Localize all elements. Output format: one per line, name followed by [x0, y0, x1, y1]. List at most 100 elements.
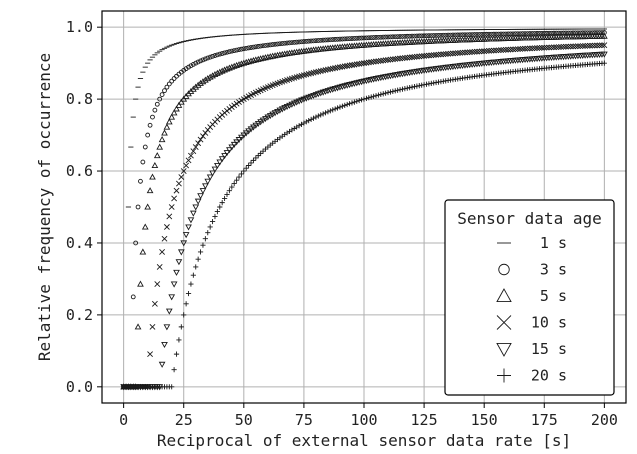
data-point — [354, 35, 360, 41]
data-point — [219, 51, 225, 56]
data-point — [601, 42, 608, 49]
data-point — [375, 92, 382, 98]
data-point — [194, 81, 202, 88]
data-point — [572, 43, 579, 50]
y-tick-label: 0.0 — [66, 378, 93, 396]
data-point — [394, 55, 401, 62]
data-point — [251, 44, 256, 50]
data-point — [488, 47, 495, 54]
x-tick-label: 200 — [591, 411, 618, 429]
data-point — [407, 85, 413, 91]
data-point — [217, 51, 223, 57]
legend-label: 20 s — [531, 367, 567, 385]
data-point — [517, 46, 524, 52]
data-point — [395, 87, 401, 93]
data-point — [346, 62, 353, 69]
data-point — [222, 50, 227, 56]
data-point — [224, 49, 230, 55]
data-point — [193, 60, 199, 66]
data-point — [399, 55, 406, 62]
data-point — [259, 117, 267, 124]
data-point — [337, 36, 343, 42]
legend-label: 5 s — [540, 287, 567, 305]
data-point — [192, 144, 199, 150]
data-point — [349, 36, 355, 41]
data-point — [135, 204, 141, 210]
data-point — [318, 112, 324, 118]
data-point — [156, 264, 163, 270]
data-point — [371, 35, 377, 40]
data-point — [156, 143, 164, 150]
x-axis-label: Reciprocal of external sensor data rate … — [157, 431, 571, 450]
data-point — [339, 36, 345, 42]
data-point — [387, 89, 394, 95]
data-point — [275, 41, 280, 47]
data-point — [139, 248, 147, 255]
x-tick-label: 0 — [119, 411, 128, 429]
data-point — [241, 46, 247, 52]
data-point — [469, 49, 476, 55]
data-point — [234, 177, 240, 183]
legend-label: 3 s — [540, 261, 567, 279]
legend-item: 10 s — [496, 314, 567, 332]
data-point — [421, 82, 427, 88]
data-point — [342, 102, 348, 108]
data-point — [526, 45, 533, 52]
data-point — [377, 57, 384, 64]
data-point — [519, 45, 526, 52]
data-point — [359, 35, 364, 41]
data-point — [301, 39, 307, 44]
data-point — [169, 78, 175, 84]
data-point — [330, 107, 336, 113]
data-point — [490, 47, 497, 54]
data-point — [154, 101, 160, 107]
data-point — [553, 44, 560, 51]
y-tick-label: 1.0 — [66, 18, 93, 36]
data-point — [144, 203, 152, 210]
data-point — [140, 159, 146, 165]
data-series — [120, 28, 608, 391]
data-point — [306, 117, 312, 124]
y-tick-label: 0.6 — [66, 162, 93, 180]
data-point — [270, 42, 276, 47]
data-point — [188, 152, 194, 159]
data-point — [512, 46, 519, 53]
axis-ticks: 0 25 50 75 100 125 150 175 200 0.0 0.2 0.4 0.6 0.8 1.0 — [66, 18, 618, 429]
data-point — [332, 37, 338, 42]
data-point — [385, 34, 391, 40]
data-point — [373, 35, 379, 40]
data-point — [303, 119, 309, 125]
data-point — [248, 160, 254, 166]
data-point — [471, 48, 478, 55]
data-point — [601, 51, 608, 58]
data-point — [201, 183, 209, 190]
data-point — [577, 43, 584, 50]
data-point — [254, 120, 262, 128]
data-point — [457, 49, 464, 56]
data-point — [437, 51, 444, 58]
data-point — [218, 67, 226, 74]
data-point — [430, 52, 437, 58]
data-point — [462, 49, 468, 56]
data-point — [223, 65, 231, 72]
data-point — [560, 43, 567, 50]
x-tick-label: 150 — [471, 411, 498, 429]
data-point — [231, 48, 237, 54]
data-point — [236, 174, 242, 180]
data-point — [250, 157, 257, 163]
data-point — [601, 32, 608, 39]
data-point — [373, 93, 379, 99]
data-point — [323, 37, 328, 43]
data-point — [325, 37, 331, 43]
data-point — [168, 113, 176, 120]
legend-marker — [498, 263, 510, 276]
data-point — [175, 259, 183, 266]
data-point — [483, 48, 490, 54]
data-point — [197, 136, 204, 143]
data-point — [173, 105, 180, 112]
data-point — [267, 42, 273, 48]
data-point — [371, 93, 377, 99]
data-point — [322, 110, 329, 116]
data-point — [190, 272, 196, 278]
data-point — [206, 174, 214, 181]
